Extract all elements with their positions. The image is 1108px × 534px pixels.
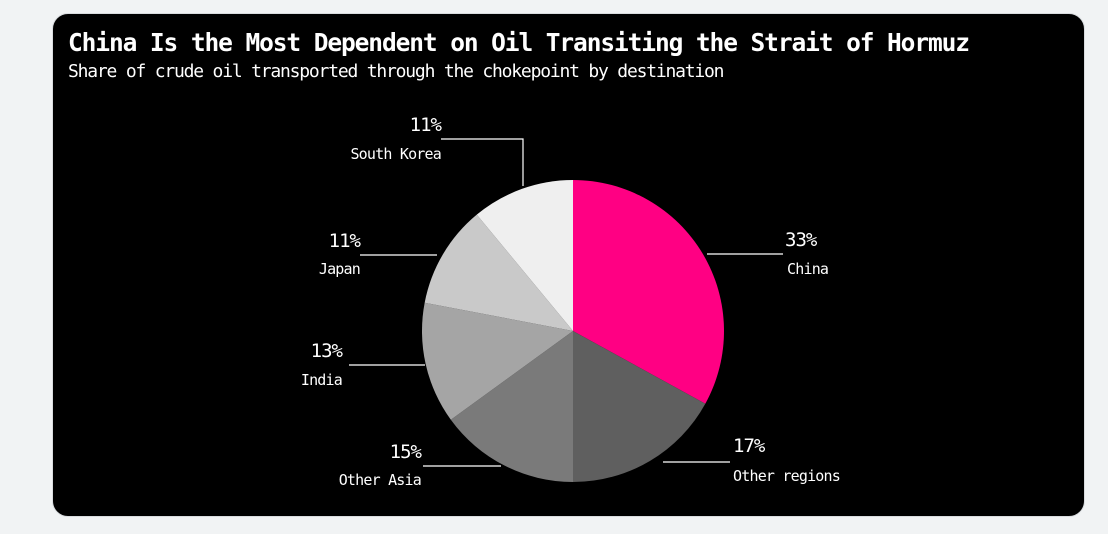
pie-chart: 33% China 17% Other regions 15% Other Asia 13%…: [301, 114, 841, 489]
pie-slice-india: [421, 302, 573, 420]
pie-slice-japan: [424, 214, 573, 331]
value-label-south-korea: 11%: [410, 114, 443, 136]
category-label-japan: Japan: [319, 260, 360, 278]
category-label-china: China: [787, 260, 828, 278]
chart-subtitle: Share of crude oil transported through t…: [68, 61, 725, 82]
chart-card: China Is the Most Dependent on Oil Trans…: [52, 13, 1085, 517]
value-label-other-asia: 15%: [390, 441, 423, 463]
value-label-india: 13%: [311, 340, 344, 362]
pie-slice-china: [573, 180, 724, 404]
leader-line-south-korea: [441, 138, 524, 186]
category-label-india: India: [301, 371, 342, 389]
chart-title: China Is the Most Dependent on Oil Trans…: [68, 28, 970, 57]
value-label-japan: 11%: [329, 230, 362, 252]
pie-slice-other-asia: [450, 331, 573, 482]
value-label-china: 33%: [785, 229, 818, 251]
category-label-south-korea: South Korea: [350, 145, 441, 163]
pie-slice-other-regions: [573, 331, 706, 482]
pie-slice-south-korea: [476, 180, 573, 331]
category-label-other-regions: Other regions: [733, 467, 840, 485]
value-label-other-regions: 17%: [733, 435, 766, 457]
category-label-other-asia: Other Asia: [339, 471, 421, 489]
